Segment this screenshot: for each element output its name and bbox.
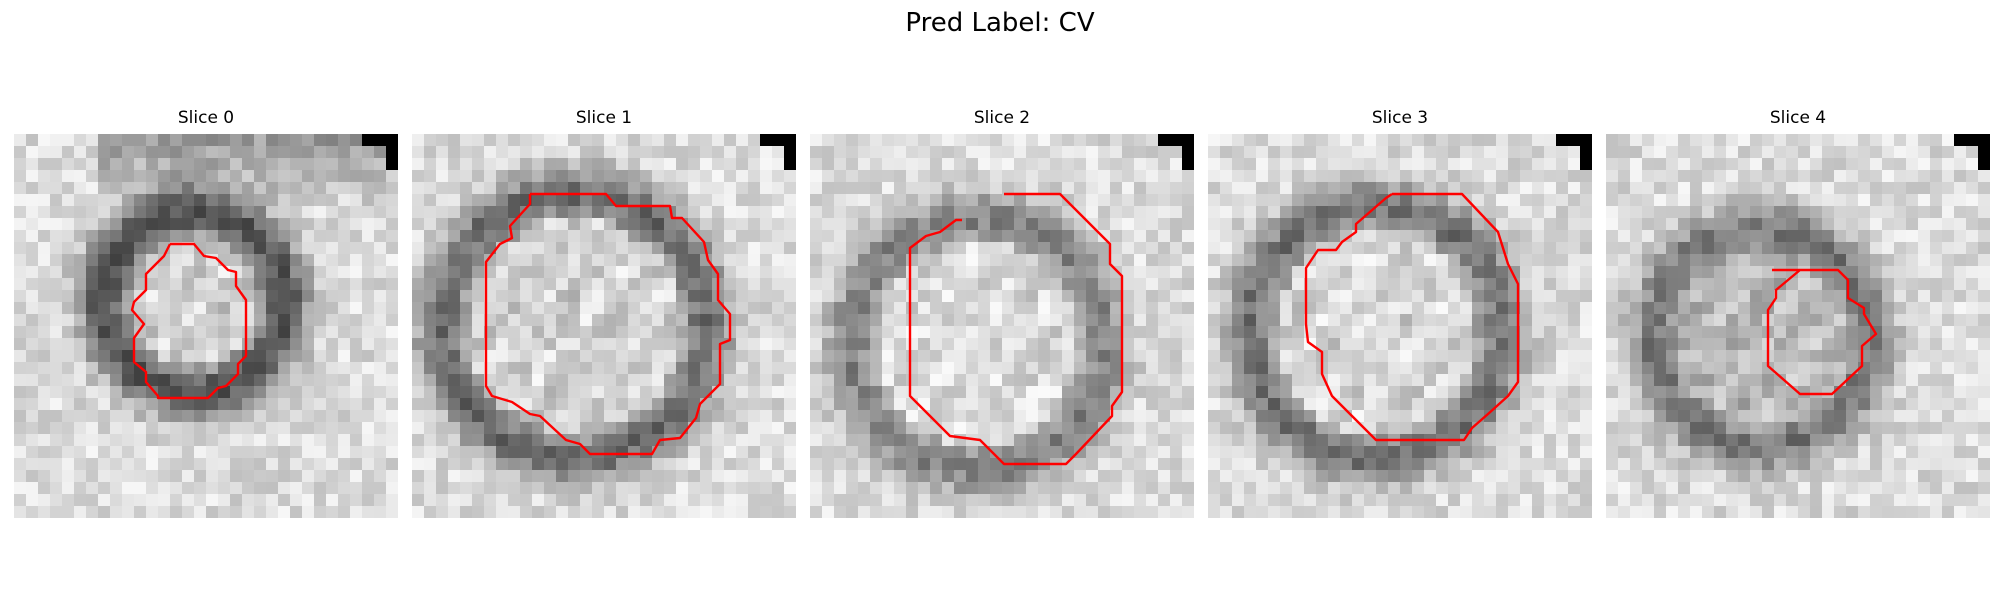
slice-pixels xyxy=(1208,134,1592,518)
slice-image xyxy=(412,134,796,518)
slice-title: Slice 1 xyxy=(575,108,633,128)
slice-image xyxy=(14,134,398,518)
corner-marker xyxy=(784,134,796,170)
slice-title: Slice 0 xyxy=(177,108,235,128)
corner-marker xyxy=(1978,134,1990,170)
slice-panel-3: Slice 3 xyxy=(1208,106,1592,526)
segmentation-overlay xyxy=(1304,134,1592,442)
segmentation-contour xyxy=(1304,192,1520,442)
segmentation-overlay xyxy=(484,134,796,456)
figure-title: Pred Label: CV xyxy=(905,8,1095,38)
slice-pixels xyxy=(14,134,398,518)
slice-title: Slice 2 xyxy=(973,108,1031,128)
slice-title: Slice 3 xyxy=(1371,108,1429,128)
corner-marker xyxy=(1182,134,1194,170)
slice-panel-4: Slice 4 xyxy=(1606,106,1990,526)
slice-image xyxy=(810,134,1194,518)
segmentation-contour xyxy=(1766,268,1878,396)
slice-pixels xyxy=(1606,134,1990,518)
segmentation-overlay xyxy=(1766,134,1990,396)
slice-image xyxy=(1208,134,1592,518)
corner-marker xyxy=(386,134,398,170)
slice-panel-2: Slice 2 xyxy=(810,106,1194,526)
segmentation-contour xyxy=(130,242,248,400)
segmentation-overlay xyxy=(130,134,398,400)
segmentation-overlay xyxy=(908,134,1194,466)
slice-pixels xyxy=(810,134,1194,518)
segmentation-contour xyxy=(908,192,1124,466)
slice-panel-1: Slice 1 xyxy=(412,106,796,526)
slice-panel-0: Slice 0 xyxy=(14,106,398,526)
slice-image xyxy=(1606,134,1990,518)
slice-title: Slice 4 xyxy=(1769,108,1827,128)
segmentation-contour xyxy=(484,192,732,456)
corner-marker xyxy=(1580,134,1592,170)
